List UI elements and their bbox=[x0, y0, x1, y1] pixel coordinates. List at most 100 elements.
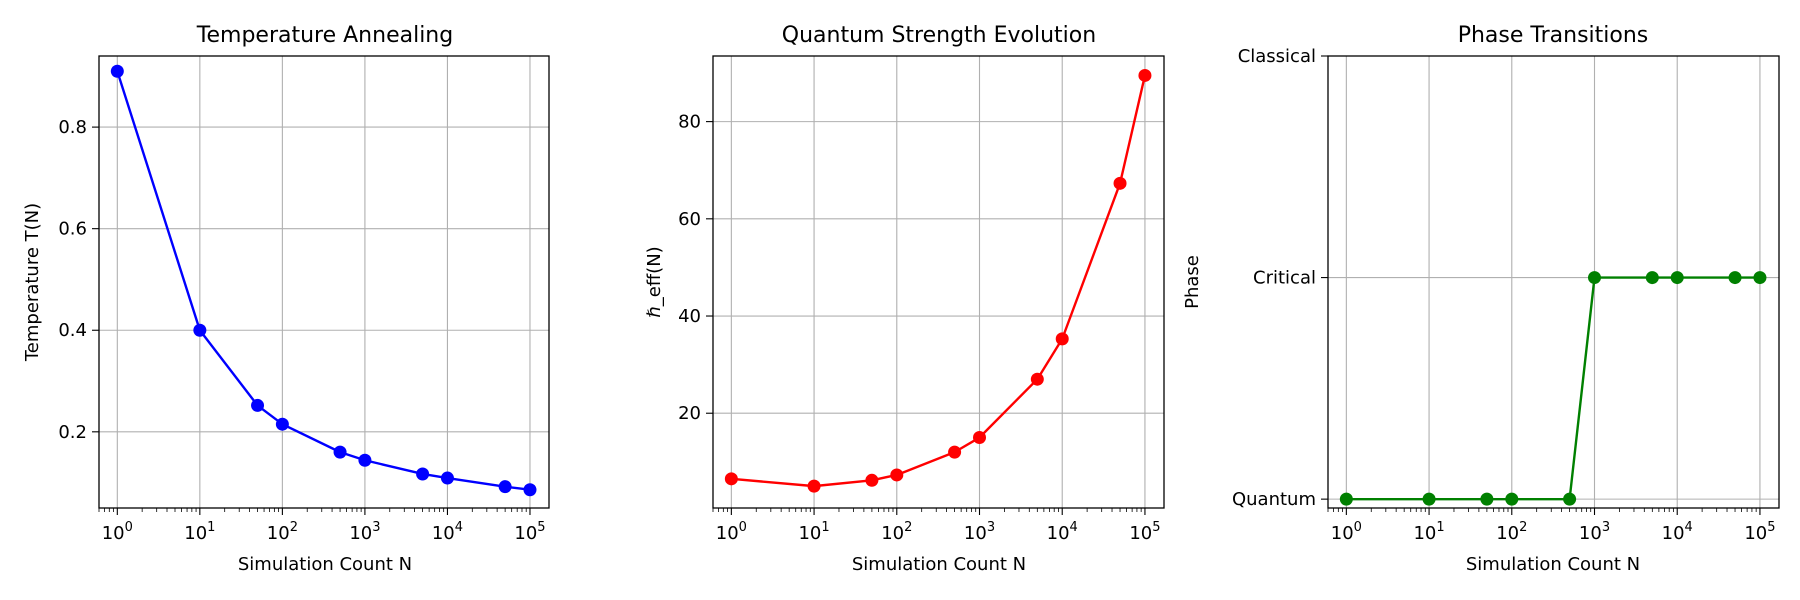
y-axis-label: Temperature T(N) bbox=[22, 203, 43, 362]
y-tick-label: 80 bbox=[678, 112, 701, 133]
x-tick-label-base: 10 bbox=[964, 523, 987, 544]
data-point bbox=[890, 468, 904, 482]
x-tick-label: 102 bbox=[267, 520, 298, 544]
x-tick-label-exponent: 1 bbox=[1436, 520, 1444, 535]
data-point bbox=[333, 445, 347, 459]
x-tick-label: 104 bbox=[432, 520, 463, 544]
x-axis-label: Simulation Count N bbox=[1466, 554, 1640, 575]
y-tick-label: 0.6 bbox=[58, 219, 87, 240]
data-point bbox=[1113, 176, 1127, 190]
series-line bbox=[116, 70, 531, 491]
x-tick-label-base: 10 bbox=[184, 523, 207, 544]
y-tick-label: 0.8 bbox=[58, 117, 87, 138]
data-point bbox=[523, 483, 537, 497]
y-tick-label: Critical bbox=[1253, 268, 1316, 289]
x-tick-label: 103 bbox=[1579, 520, 1610, 544]
x-tick-label: 105 bbox=[514, 520, 545, 544]
x-tick-label-exponent: 5 bbox=[1152, 520, 1160, 535]
data-point bbox=[1645, 271, 1659, 285]
x-tick-label-base: 10 bbox=[716, 523, 739, 544]
data-point bbox=[110, 64, 124, 78]
x-tick-label-exponent: 0 bbox=[125, 520, 133, 535]
y-tick-label: 0.2 bbox=[58, 422, 87, 443]
x-tick-label-exponent: 2 bbox=[904, 520, 912, 535]
x-tick-label-base: 10 bbox=[881, 523, 904, 544]
x-tick-label-base: 10 bbox=[514, 523, 537, 544]
data-point bbox=[498, 480, 512, 494]
x-tick-label: 100 bbox=[1331, 520, 1362, 544]
x-tick-label-exponent: 2 bbox=[290, 520, 298, 535]
chart-title: Quantum Strength Evolution bbox=[782, 23, 1096, 48]
plot-frame bbox=[712, 55, 1165, 509]
plot-frame bbox=[98, 55, 550, 509]
data-point bbox=[1422, 492, 1436, 506]
data-point bbox=[1563, 492, 1577, 506]
data-point bbox=[1588, 271, 1602, 285]
y-tick-label: 40 bbox=[678, 306, 701, 327]
x-tick-label-base: 10 bbox=[1496, 523, 1519, 544]
data-point bbox=[1670, 271, 1684, 285]
data-point bbox=[724, 472, 738, 486]
x-tick-label-base: 10 bbox=[349, 523, 372, 544]
chart-title: Temperature Annealing bbox=[196, 23, 453, 48]
x-tick-label: 105 bbox=[1129, 520, 1160, 544]
x-tick-label: 103 bbox=[349, 520, 380, 544]
series-line bbox=[731, 75, 1147, 488]
y-axis-label: ℏ_eff(N) bbox=[644, 246, 665, 317]
data-point bbox=[1480, 492, 1494, 506]
x-tick-label-exponent: 3 bbox=[987, 520, 995, 535]
x-tick-label: 100 bbox=[716, 520, 747, 544]
data-point bbox=[1030, 372, 1044, 386]
y-tick-label: 20 bbox=[678, 403, 701, 424]
x-tick-label-exponent: 1 bbox=[821, 520, 829, 535]
x-tick-label-exponent: 5 bbox=[537, 520, 545, 535]
data-point bbox=[948, 445, 962, 459]
x-tick-label-exponent: 4 bbox=[1070, 520, 1078, 535]
x-tick-label-base: 10 bbox=[1129, 523, 1152, 544]
x-tick-label-base: 10 bbox=[102, 523, 125, 544]
x-tick-label-exponent: 3 bbox=[1602, 520, 1610, 535]
data-point bbox=[275, 417, 289, 431]
plot-frame bbox=[1327, 55, 1780, 509]
x-tick-label: 104 bbox=[1662, 520, 1693, 544]
data-point bbox=[358, 453, 372, 467]
data-point bbox=[416, 467, 430, 481]
data-point bbox=[251, 398, 265, 412]
data-point bbox=[1138, 68, 1152, 82]
x-tick-label-base: 10 bbox=[798, 523, 821, 544]
x-tick-label-exponent: 5 bbox=[1767, 520, 1775, 535]
data-point bbox=[1505, 492, 1519, 506]
x-tick-label: 101 bbox=[798, 520, 829, 544]
x-tick-label-base: 10 bbox=[267, 523, 290, 544]
panel-temperature-annealing: Temperature Annealing Simulation Count N… bbox=[22, 23, 550, 575]
panel-quantum-strength-evolution: Quantum Strength Evolution Simulation Co… bbox=[644, 23, 1165, 575]
x-tick-label-base: 10 bbox=[432, 523, 455, 544]
x-tick-label-exponent: 2 bbox=[1519, 520, 1527, 535]
data-point bbox=[1753, 271, 1767, 285]
y-tick-label: 60 bbox=[678, 209, 701, 230]
x-tick-label: 101 bbox=[1413, 520, 1444, 544]
y-tick-label: Classical bbox=[1238, 46, 1316, 67]
y-tick-label: Quantum bbox=[1232, 489, 1316, 510]
x-tick-label-exponent: 3 bbox=[372, 520, 380, 535]
data-point bbox=[807, 479, 821, 493]
data-point bbox=[1055, 332, 1069, 346]
x-tick-label-base: 10 bbox=[1331, 523, 1354, 544]
x-tick-label: 101 bbox=[184, 520, 215, 544]
x-tick-label: 105 bbox=[1744, 520, 1775, 544]
data-point bbox=[1339, 492, 1353, 506]
x-axis-label: Simulation Count N bbox=[852, 554, 1026, 575]
y-axis-label: Phase bbox=[1182, 255, 1203, 309]
x-tick-label: 103 bbox=[964, 520, 995, 544]
data-point bbox=[193, 323, 207, 337]
data-point bbox=[865, 473, 879, 487]
x-tick-label-base: 10 bbox=[1662, 523, 1685, 544]
x-axis-label: Simulation Count N bbox=[238, 554, 412, 575]
x-tick-label-base: 10 bbox=[1047, 523, 1070, 544]
x-tick-label-base: 10 bbox=[1413, 523, 1436, 544]
y-tick-label: 0.4 bbox=[58, 320, 87, 341]
x-tick-label-exponent: 1 bbox=[207, 520, 215, 535]
data-point bbox=[440, 471, 454, 485]
